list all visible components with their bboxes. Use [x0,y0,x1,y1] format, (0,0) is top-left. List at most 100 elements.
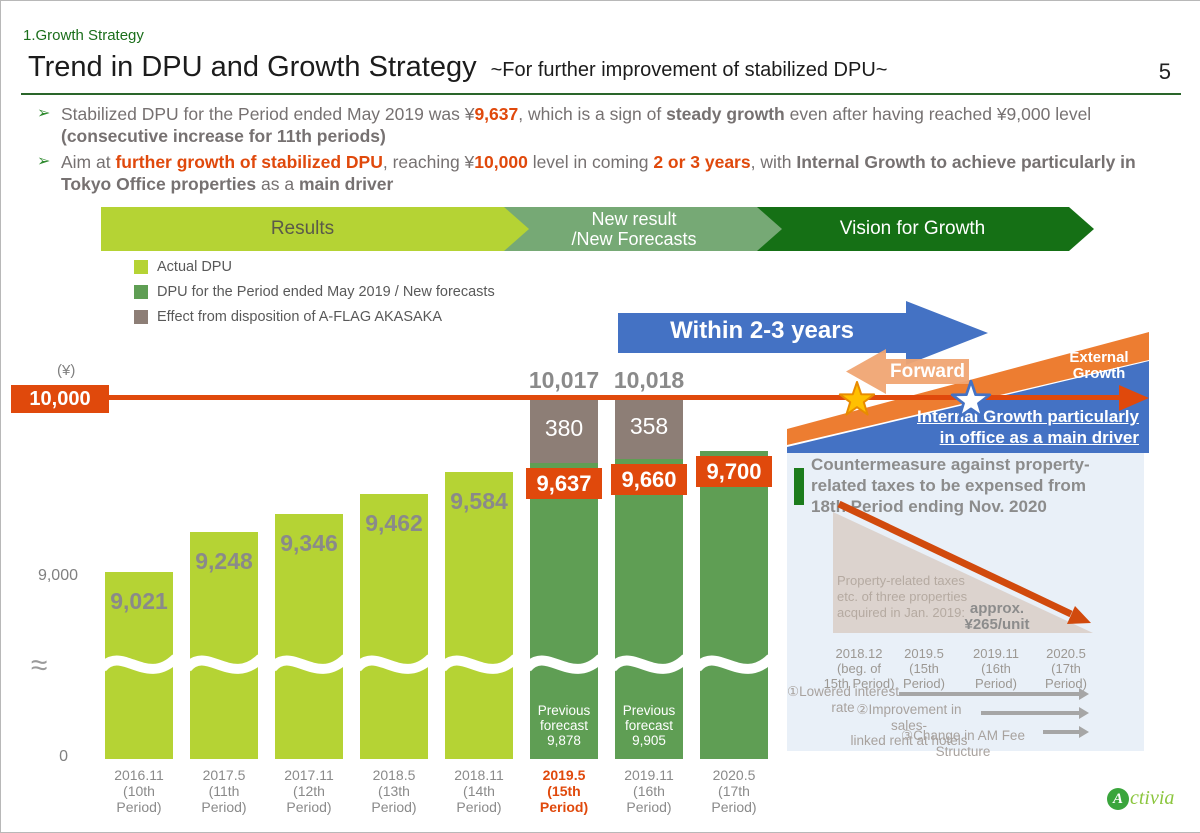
x-axis-label: 2019.11 (16th Period) [624,767,674,815]
tax-decline-triangle [833,500,1093,633]
achievement-star-icon [838,381,876,416]
legend-swatch-disposition [134,310,148,324]
timeline-label: 2019.11 (16th Period) [972,646,1020,691]
axis-break-wave [187,654,261,674]
stabilized-dpu-badge: 9,700 [696,456,772,488]
x-axis-label: 2020.5 (17th Period) [711,767,757,815]
forecast-dpu-bar [700,451,768,759]
forecast-dpu-bar [615,458,683,759]
x-axis-label: 2016.11 (10th Period) [114,767,164,815]
bar-value-label: 9,021 [110,588,168,615]
panel-title: Countermeasure against property- related… [811,455,1090,516]
legend-swatch-forecast [134,285,148,299]
actual-dpu-bar [275,514,343,759]
previous-forecast-label: Previous forecast 9,878 [537,703,591,748]
driver-label: ①Lowered interest rate [787,684,899,715]
internal-growth-line2: in office as a main driver [939,428,1139,447]
previous-forecast-label: Previous forecast 9,905 [622,703,676,748]
x-axis-label: 2017.11 (12th Period) [284,767,334,815]
stage-band-label: Results [270,218,335,239]
key-messages: ➢ Stabilized DPU for the Period ended Ma… [37,103,1152,199]
actual-dpu-bar [445,472,513,759]
y-axis-unit-label: (¥) [57,362,76,379]
axis-break-wave [102,654,176,674]
total-dpu-label: 10,018 [613,366,685,393]
stage-band-results: Results [101,207,529,251]
legend-label: Effect from disposition of A-FLAG AKASAK… [157,309,443,325]
x-axis-label: 2018.11 (14th Period) [454,767,504,815]
axis-break-wave [272,654,346,674]
forecast-dpu-bar [530,462,598,759]
actual-dpu-bar [360,493,428,759]
bar-value-label: 9,248 [195,547,253,574]
actual-dpu-bar [190,531,258,759]
legend-swatch-actual [134,260,148,274]
stabilized-dpu-badge: 9,660 [611,463,687,495]
internal-growth-label: Internal Growth particularly in office a… [871,406,1139,448]
driver-arrow-icon [1043,726,1089,738]
axis-break-wave [527,654,601,674]
y-tick-0: 0 [59,748,68,765]
target-dpu-badge: 10,000 [11,385,109,413]
driver-label: ③Change in AM Fee Structure [901,728,1025,759]
stabilized-dpu-badge: 9,637 [526,467,602,499]
x-axis-label: 2019.5 (15th Period) [539,767,589,815]
disposition-effect-label: 380 [544,414,584,441]
within-2-3-years-label: Within 2-3 years [670,317,854,344]
axis-break-wave [357,654,431,674]
bullet-text: Aim at further growth of stabilized DPU,… [61,152,1136,194]
legend-label: DPU for the Period ended May 2019 / New … [157,284,495,300]
timeline-label: 2019.5 (15th Period) [903,646,945,691]
y-tick-9000: 9,000 [37,567,78,584]
bullet-text: Stabilized DPU for the Period ended May … [61,104,1092,146]
stage-band-new-forecasts: New result /New Forecasts [503,207,782,251]
legend-item: DPU for the Period ended May 2019 / New … [134,284,495,300]
target-dpu-line [109,395,1121,400]
legend-item: Actual DPU [134,259,495,275]
page-subtitle: ~For further improvement of stabilized D… [490,59,888,81]
timeline-label: 2020.5 (17th Period) [1045,646,1087,691]
panel-accent-bar [794,468,804,505]
stage-band-label: New result /New Forecasts [571,209,697,249]
forward-label: Forward [890,361,965,382]
logo-circle-letter: A [1107,787,1129,810]
countermeasure-panel: Countermeasure against property- related… [787,451,1144,759]
activia-logo: A ctivia [1107,787,1174,810]
legend-item: Effect from disposition of A-FLAG AKASAK… [134,309,495,325]
section-label: 1.Growth Strategy [23,27,144,44]
panel-note: Property-related taxes etc. of three pro… [837,573,968,620]
stage-band-vision: Vision for Growth [756,207,1094,251]
title-row: Trend in DPU and Growth Strategy ~For fu… [28,51,1148,84]
driver-arrow-icon [981,707,1089,719]
bullet-arrow-icon: ➢ [37,153,51,170]
bullet-item: ➢ Stabilized DPU for the Period ended Ma… [37,103,1152,147]
target-star-icon [950,379,992,419]
axis-break-wave [697,654,771,674]
internal-growth-line1: Internal Growth particularly [917,407,1139,426]
axis-break-wave [442,654,516,674]
x-axis-label: 2018.5 (13th Period) [371,767,417,815]
page-title: Trend in DPU and Growth Strategy [28,51,477,83]
bullet-item: ➢ Aim at further growth of stabilized DP… [37,151,1152,195]
axis-break-wave [612,654,686,674]
external-growth-label: External Growth [1069,349,1129,382]
target-line-arrowhead-icon [1119,385,1149,411]
total-dpu-label: 10,017 [528,366,600,393]
stage-band-label: Vision for Growth [839,218,986,239]
disposition-effect-label: 358 [629,412,669,439]
disposition-effect-segment [615,394,683,459]
bar-value-label: 9,346 [280,530,338,557]
x-axis-label: 2017.5 (11th Period) [201,767,247,815]
panel-approx-value: approx. ¥265/unit [964,600,1030,633]
bullet-arrow-icon: ➢ [37,105,51,122]
timeline-label: 2018.12 (beg. of 15th Period) [823,646,895,691]
page-number: 5 [1158,59,1171,84]
logo-text: ctivia [1130,787,1175,809]
legend-label: Actual DPU [157,259,232,275]
axis-break-symbol: ≈ [31,649,48,682]
driver-arrow-icon [899,688,1089,700]
disposition-effect-segment [530,394,598,463]
title-divider [21,93,1181,95]
